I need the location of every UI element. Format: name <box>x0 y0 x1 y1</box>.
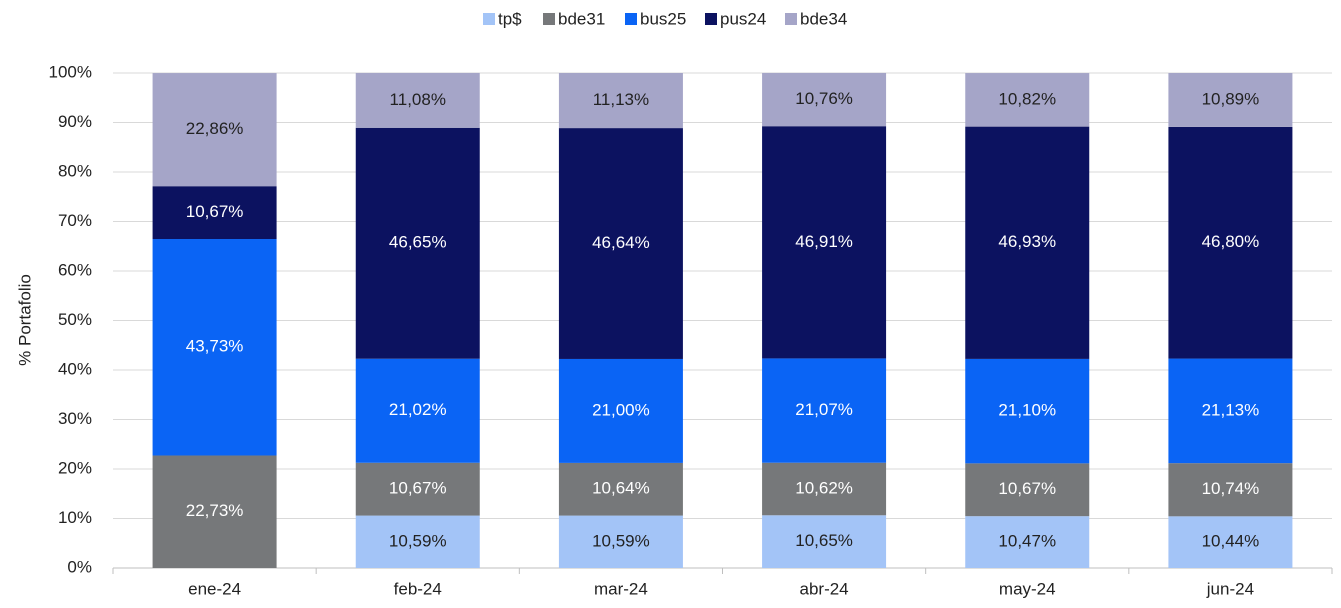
y-axis-label: % Portafolio <box>15 274 34 366</box>
data-label: 10,59% <box>389 531 447 550</box>
data-label: 22,86% <box>186 119 244 138</box>
x-tick-label: ene-24 <box>188 579 241 598</box>
legend-label: bde34 <box>800 9 847 28</box>
legend-label: bde31 <box>558 9 605 28</box>
data-label: 10,64% <box>592 479 650 498</box>
data-label: 46,64% <box>592 233 650 252</box>
y-tick-label: 30% <box>58 409 92 428</box>
bar-segment <box>152 239 277 456</box>
y-tick-label: 80% <box>58 161 92 180</box>
y-tick-label: 20% <box>58 458 92 477</box>
bar-segment <box>965 516 1090 568</box>
bar-segment <box>355 462 480 516</box>
data-label: 10,67% <box>998 479 1056 498</box>
y-tick-label: 40% <box>58 359 92 378</box>
legend-swatch <box>785 13 797 25</box>
data-label: 10,47% <box>998 532 1056 551</box>
data-label: 10,65% <box>795 531 853 550</box>
data-label: 46,93% <box>998 232 1056 251</box>
bar-segment <box>965 358 1090 464</box>
bar-segment <box>762 126 887 359</box>
y-tick-label: 70% <box>58 211 92 230</box>
data-label: 21,07% <box>795 400 853 419</box>
bar-segment <box>762 462 887 516</box>
x-tick-label: feb-24 <box>394 579 442 598</box>
bar-segment <box>558 73 683 129</box>
data-label: 10,89% <box>1202 89 1260 108</box>
bar-segment <box>152 186 277 240</box>
legend-label: bus25 <box>640 9 686 28</box>
y-tick-label: 10% <box>58 508 92 527</box>
legend-swatch <box>543 13 555 25</box>
data-label: 43,73% <box>186 337 244 356</box>
legend-label: tp$ <box>498 9 522 28</box>
data-label: 10,59% <box>592 531 650 550</box>
y-tick-label: 0% <box>67 557 92 576</box>
bar-segment <box>965 73 1090 127</box>
bar-segment <box>558 515 683 568</box>
x-tick-label: abr-24 <box>800 579 849 598</box>
data-label: 11,13% <box>593 90 649 109</box>
bar-segment <box>152 455 277 568</box>
data-label: 10,74% <box>1202 479 1260 498</box>
bar-segment <box>1168 126 1293 359</box>
bar-segment <box>762 358 887 463</box>
y-tick-label: 100% <box>49 62 92 81</box>
legend-swatch <box>625 13 637 25</box>
data-label: 21,02% <box>389 400 447 419</box>
x-tick-label: may-24 <box>999 579 1056 598</box>
x-tick-label: jun-24 <box>1206 579 1254 598</box>
bar-segment <box>762 72 887 127</box>
y-tick-label: 50% <box>58 310 92 329</box>
y-tick-label: 90% <box>58 112 92 131</box>
bar-segment <box>355 515 480 568</box>
data-label: 46,91% <box>795 232 853 251</box>
data-label: 46,80% <box>1202 232 1260 251</box>
bar-segment <box>558 462 683 516</box>
data-label: 10,67% <box>186 202 244 221</box>
bar-segment <box>965 463 1090 517</box>
bar-segment <box>965 126 1090 359</box>
legend-swatch <box>483 13 495 25</box>
x-tick-label: mar-24 <box>594 579 648 598</box>
data-label: 21,00% <box>592 400 650 419</box>
bar-segment <box>1168 516 1293 568</box>
data-label: 21,13% <box>1202 400 1260 419</box>
y-tick-label: 60% <box>58 260 92 279</box>
data-label: 11,08% <box>390 90 446 109</box>
data-label: 22,73% <box>186 501 244 520</box>
data-label: 10,82% <box>998 89 1056 108</box>
legend-label: pus24 <box>720 9 766 28</box>
bar-segment <box>558 358 683 463</box>
bar-segment <box>355 358 480 463</box>
data-label: 21,10% <box>998 401 1056 420</box>
legend-swatch <box>705 13 717 25</box>
bar-segment <box>1168 73 1293 127</box>
data-label: 10,67% <box>389 479 447 498</box>
bar-segment <box>355 72 480 128</box>
bar-segment <box>558 128 683 359</box>
bar-segment <box>762 515 887 568</box>
bar-segment <box>1168 463 1293 517</box>
bar-segment <box>152 73 277 187</box>
data-label: 10,44% <box>1202 532 1260 551</box>
data-label: 46,65% <box>389 233 447 252</box>
data-label: 10,76% <box>795 89 853 108</box>
bar-segment <box>355 127 480 359</box>
bar-segment <box>1168 358 1293 464</box>
data-label: 10,62% <box>795 478 853 497</box>
